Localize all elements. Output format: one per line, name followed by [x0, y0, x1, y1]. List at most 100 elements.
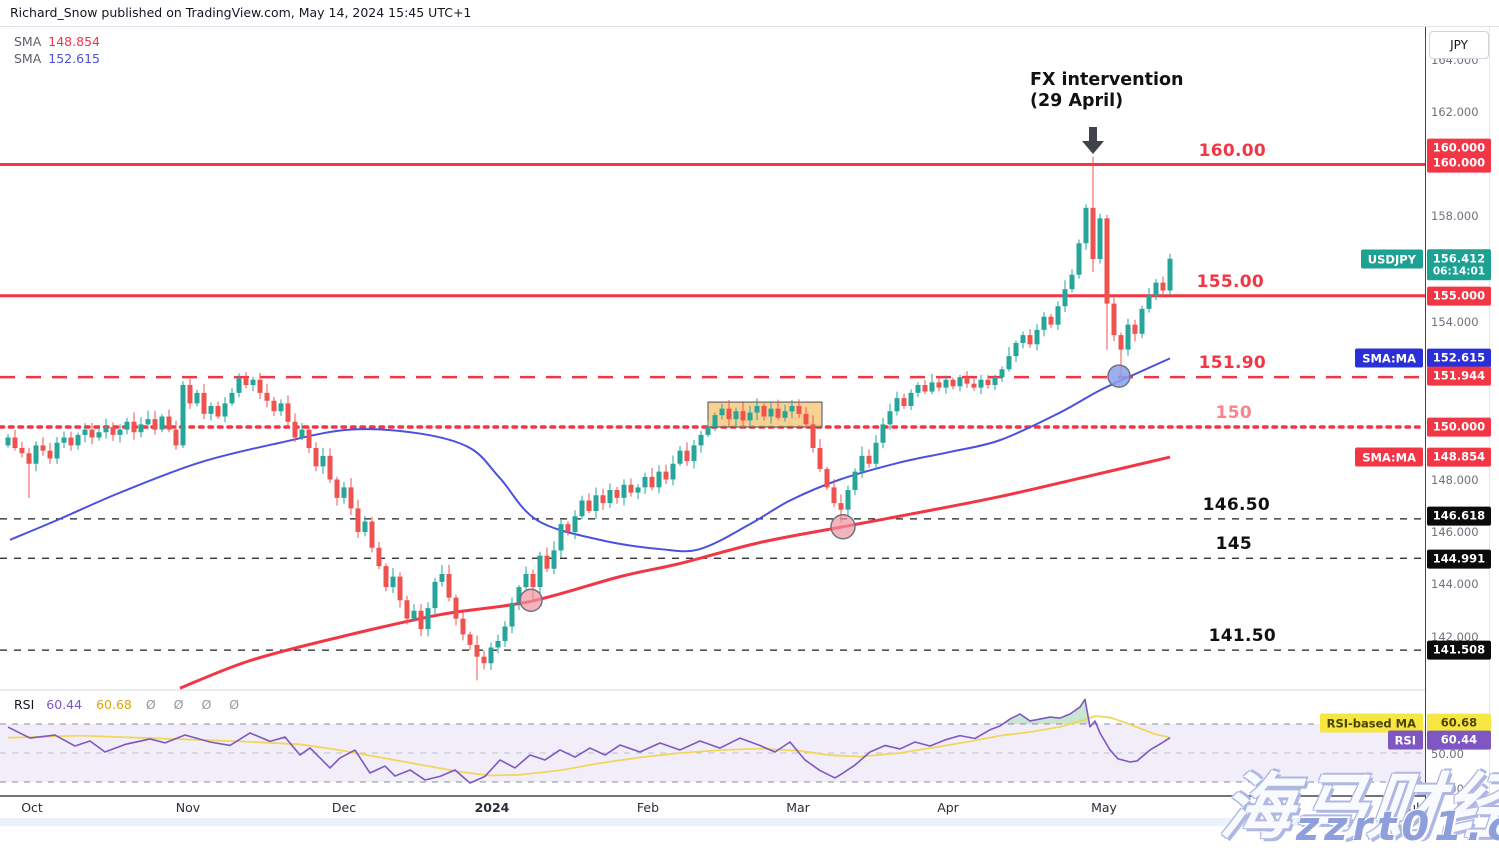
candle-body — [992, 377, 998, 385]
sma-legend-value: 148.854 — [48, 34, 100, 49]
candle-body — [474, 644, 480, 657]
candle-body — [481, 656, 487, 664]
candle-body — [523, 574, 529, 588]
candle-body — [1160, 282, 1166, 291]
candle-body — [320, 455, 326, 467]
sma-legend-label: SMA — [14, 34, 42, 49]
candle-body — [502, 626, 508, 641]
candle-body — [1027, 335, 1033, 345]
candle-body — [1041, 316, 1047, 330]
candle-body — [537, 555, 543, 588]
time-axis-label-Apr[interactable]: Apr — [937, 800, 959, 815]
candle-body — [194, 392, 200, 404]
candle-body — [579, 500, 585, 517]
price-badge-156.412: 156.412 06:14:01 — [1427, 249, 1491, 281]
candle-body — [5, 437, 11, 446]
candle-body — [299, 429, 305, 438]
rsi-legend-value: 60.44 — [46, 697, 83, 712]
candle-body — [446, 574, 452, 598]
level-label-155.00: 155.00 — [1196, 271, 1264, 292]
candle-body — [131, 421, 137, 433]
candle-body — [509, 602, 515, 627]
candle-body — [810, 424, 816, 448]
candle-body — [19, 448, 25, 454]
candle-body — [649, 476, 655, 488]
candle-body — [733, 411, 739, 420]
candle-body — [376, 547, 382, 567]
time-axis-label-Dec[interactable]: Dec — [331, 800, 357, 815]
candle-body — [488, 647, 494, 664]
candle-body — [271, 400, 277, 412]
candle-body — [173, 429, 179, 446]
candle-body — [1167, 258, 1173, 291]
price-badge-160.000: 160.000 — [1427, 153, 1491, 173]
candle-body — [1146, 295, 1152, 309]
price-axis-tick: 146.000 — [1431, 525, 1479, 539]
candle-body — [936, 382, 942, 388]
candle-body — [572, 516, 578, 532]
candle-body — [516, 587, 522, 603]
rsi-overbought-fill — [1002, 699, 1090, 724]
candle-body — [425, 608, 431, 630]
blue-marker-circle — [1107, 364, 1131, 388]
price-badge-144.991: 144.991 — [1427, 549, 1491, 569]
sma-legend-row-red[interactable]: SMA 148.854 — [14, 34, 100, 49]
axis-name-badge-USDJPY: USDJPY — [1360, 249, 1423, 269]
rsi-legend[interactable]: RSI 60.44 60.68 Ø Ø Ø Ø — [14, 697, 246, 712]
candle-body — [565, 524, 571, 532]
candle-body — [250, 379, 256, 385]
price-badge-60.44: 60.44 — [1427, 730, 1491, 750]
time-axis-label-Feb[interactable]: Feb — [636, 800, 660, 815]
sma-legend-value: 152.615 — [48, 51, 100, 66]
candle-body — [908, 392, 914, 406]
price-axis-tick: 154.000 — [1431, 315, 1479, 329]
candle-body — [530, 574, 536, 588]
fx-intervention-annotation[interactable]: FX intervention (29 April) — [1030, 70, 1183, 112]
candle-body — [873, 442, 879, 464]
candle-body — [544, 555, 550, 569]
time-axis-label-Mar[interactable]: Mar — [786, 800, 810, 815]
candle-body — [1013, 343, 1019, 357]
annotation-line1: FX intervention — [1030, 70, 1184, 90]
price-badge-148.854: 148.854 — [1427, 447, 1491, 467]
candle-body — [789, 406, 795, 412]
time-axis-label-2024[interactable]: 2024 — [474, 800, 510, 815]
candle-body — [621, 484, 627, 498]
candle-body — [845, 490, 851, 510]
candle-body — [369, 521, 375, 548]
candle-body — [1006, 356, 1012, 370]
candle-body — [313, 448, 319, 467]
price-badge-60.68: 60.68 — [1427, 713, 1491, 733]
annotation-line2: (29 April) — [1030, 91, 1124, 111]
time-axis-label-Nov[interactable]: Nov — [175, 800, 201, 815]
price-axis-border — [1425, 27, 1426, 825]
time-axis-label-Jul[interactable]: Jul — [1404, 800, 1420, 815]
candle-body — [880, 424, 886, 443]
candle-body — [397, 576, 403, 601]
candle-body — [929, 382, 935, 392]
sma-blue-line — [9, 357, 1171, 553]
rsi-ma-line — [7, 715, 1171, 777]
candle-body — [943, 379, 949, 388]
candle-body — [334, 479, 340, 498]
candle-body — [61, 437, 67, 443]
candle-body — [670, 463, 676, 480]
level-label-145: 145 — [1215, 534, 1252, 555]
price-axis-tick: 142.000 — [1431, 630, 1479, 644]
candle-body — [89, 429, 95, 438]
price-axis-tick: 148.000 — [1431, 473, 1479, 487]
candle-body — [145, 419, 151, 425]
candle-body — [215, 406, 221, 417]
level-label-150: 150 — [1215, 403, 1252, 423]
candle-body — [1034, 329, 1040, 345]
sma-legend-row-blue[interactable]: SMA 152.615 — [14, 51, 100, 66]
time-axis-label-Jun[interactable]: Jun — [1255, 800, 1275, 815]
candle-body — [747, 412, 753, 421]
chart-canvas[interactable] — [0, 0, 1425, 857]
candle-body — [54, 442, 60, 459]
time-axis-label-May[interactable]: May — [1091, 800, 1117, 815]
candle-body — [768, 408, 774, 417]
top-bar: Richard_Snow published on TradingView.co… — [0, 0, 1499, 27]
jpy-currency-button[interactable]: JPY — [1429, 31, 1489, 59]
time-axis-label-Oct[interactable]: Oct — [21, 800, 43, 815]
